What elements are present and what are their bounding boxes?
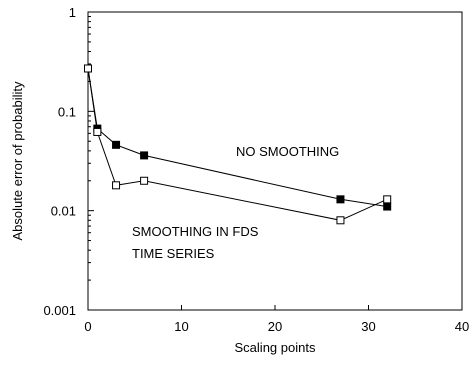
series-2-point xyxy=(112,181,121,190)
y-tick-label: 0.1 xyxy=(58,104,76,119)
annotation-no-smoothing: NO SMOOTHING xyxy=(236,144,339,159)
y-tick-label: 0.001 xyxy=(43,303,76,318)
series-2-point xyxy=(336,216,345,225)
y-tick-label: 0.01 xyxy=(51,204,76,219)
series-1-point xyxy=(140,151,149,160)
plot-area xyxy=(87,11,463,311)
series-1-point xyxy=(336,195,345,204)
x-tick-label: 0 xyxy=(84,319,91,334)
x-tick-label: 30 xyxy=(361,319,375,334)
x-axis-label: Scaling points xyxy=(235,340,316,355)
axis-ticks: 0 10 20 30 40 0.001 0.01 0.1 1 xyxy=(43,5,469,334)
series-2-point xyxy=(93,127,102,136)
y-tick-label: 1 xyxy=(69,5,76,20)
y-axis-label: Absolute error of probability xyxy=(10,81,25,240)
series-1-point xyxy=(383,202,392,211)
series-2-point xyxy=(383,195,392,204)
series-2-line xyxy=(87,68,388,221)
x-tick-label: 10 xyxy=(174,319,188,334)
annotation-smoothing-line-2: TIME SERIES xyxy=(132,246,215,261)
series-2-point xyxy=(84,64,92,73)
series-2-point xyxy=(140,176,149,185)
x-tick-label: 20 xyxy=(268,319,282,334)
x-tick-label: 40 xyxy=(455,319,469,334)
series-layer xyxy=(84,64,392,225)
series-1-point xyxy=(112,140,121,149)
annotation-smoothing-line-1: SMOOTHING IN FDS xyxy=(132,224,259,239)
